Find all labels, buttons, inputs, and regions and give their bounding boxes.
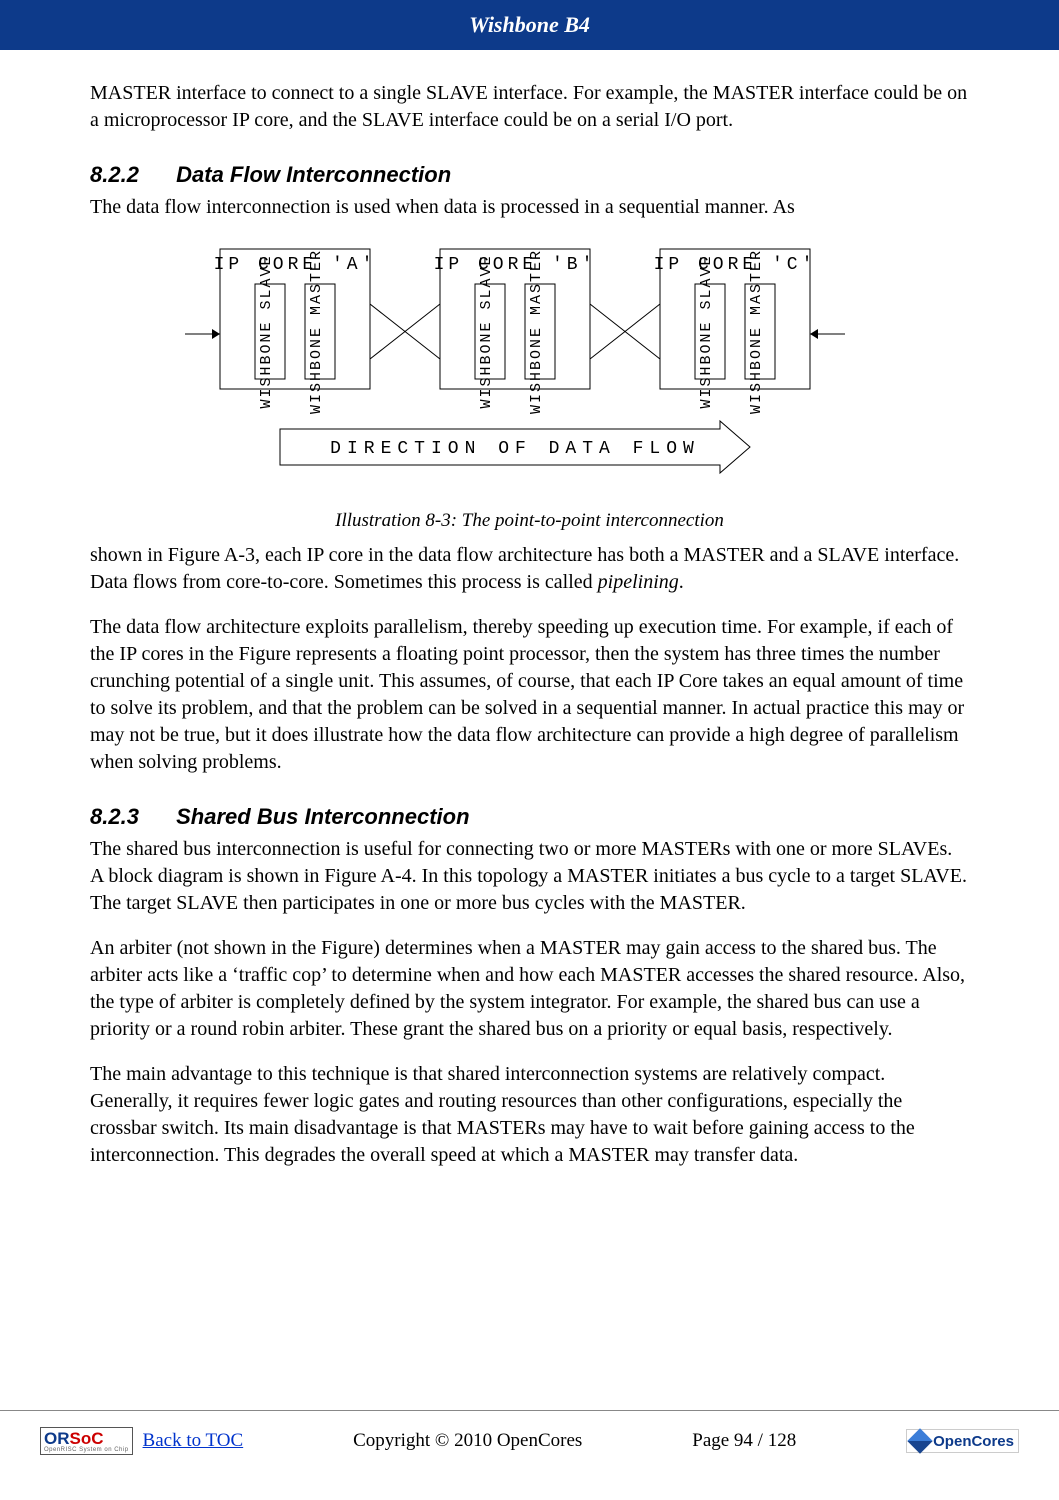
opencores-logo: OpenCores bbox=[906, 1429, 1019, 1453]
paragraph-822-3: The data flow architecture exploits para… bbox=[90, 614, 969, 776]
text-span: . bbox=[679, 571, 684, 593]
paragraph-822-2: shown in Figure A-3, each IP core in the… bbox=[90, 542, 969, 596]
figure-8-3: IP CORE 'A'WISHBONE SLAVEWISHBONE MASTER… bbox=[90, 239, 969, 532]
section-number: 8.2.2 bbox=[90, 162, 170, 188]
diamond-icon bbox=[907, 1428, 932, 1453]
section-title: Shared Bus Interconnection bbox=[176, 804, 469, 829]
paragraph-823-3: The main advantage to this technique is … bbox=[90, 1061, 969, 1169]
header-title: Wishbone B4 bbox=[469, 12, 590, 37]
svg-text:WISHBONE MASTER: WISHBONE MASTER bbox=[748, 249, 765, 414]
svg-text:IP CORE 'A': IP CORE 'A' bbox=[213, 255, 376, 275]
page-header: Wishbone B4 bbox=[0, 0, 1059, 50]
footer-copyright: Copyright © 2010 OpenCores bbox=[353, 1430, 582, 1452]
opencores-text: OpenCores bbox=[933, 1433, 1014, 1450]
intro-paragraph: MASTER interface to connect to a single … bbox=[90, 80, 969, 134]
section-heading-823: 8.2.3 Shared Bus Interconnection bbox=[90, 804, 969, 830]
svg-text:WISHBONE SLAVE: WISHBONE SLAVE bbox=[258, 254, 275, 408]
section-title: Data Flow Interconnection bbox=[176, 162, 451, 187]
pipelining-term: pipelining bbox=[598, 571, 679, 593]
section-heading-822: 8.2.2 Data Flow Interconnection bbox=[90, 162, 969, 188]
figure-diagram: IP CORE 'A'WISHBONE SLAVEWISHBONE MASTER… bbox=[180, 239, 880, 499]
footer-page-number: Page 94 / 128 bbox=[692, 1430, 796, 1452]
text-span: shown in Figure A-3, each IP core in the… bbox=[90, 544, 959, 593]
paragraph-823-1: The shared bus interconnection is useful… bbox=[90, 836, 969, 917]
svg-text:WISHBONE SLAVE: WISHBONE SLAVE bbox=[698, 254, 715, 408]
paragraph-823-2: An arbiter (not shown in the Figure) det… bbox=[90, 935, 969, 1043]
svg-text:IP CORE 'B': IP CORE 'B' bbox=[433, 255, 596, 275]
svg-text:IP CORE 'C': IP CORE 'C' bbox=[653, 255, 816, 275]
paragraph-822-1: The data flow interconnection is used wh… bbox=[90, 194, 969, 221]
page-body: MASTER interface to connect to a single … bbox=[0, 50, 1059, 1410]
svg-text:DIRECTION OF DATA FLOW: DIRECTION OF DATA FLOW bbox=[330, 439, 700, 459]
footer-left: ORSoC OpenRISC System on Chip Back to TO… bbox=[40, 1427, 243, 1455]
svg-text:WISHBONE MASTER: WISHBONE MASTER bbox=[528, 249, 545, 414]
page-footer: ORSoC OpenRISC System on Chip Back to TO… bbox=[0, 1410, 1059, 1479]
orsoc-logo: ORSoC OpenRISC System on Chip bbox=[40, 1427, 133, 1455]
figure-caption: Illustration 8-3: The point-to-point int… bbox=[90, 510, 969, 532]
section-number: 8.2.3 bbox=[90, 804, 170, 830]
back-to-toc-link[interactable]: Back to TOC bbox=[143, 1430, 244, 1452]
svg-text:WISHBONE MASTER: WISHBONE MASTER bbox=[308, 249, 325, 414]
svg-text:WISHBONE SLAVE: WISHBONE SLAVE bbox=[478, 254, 495, 408]
